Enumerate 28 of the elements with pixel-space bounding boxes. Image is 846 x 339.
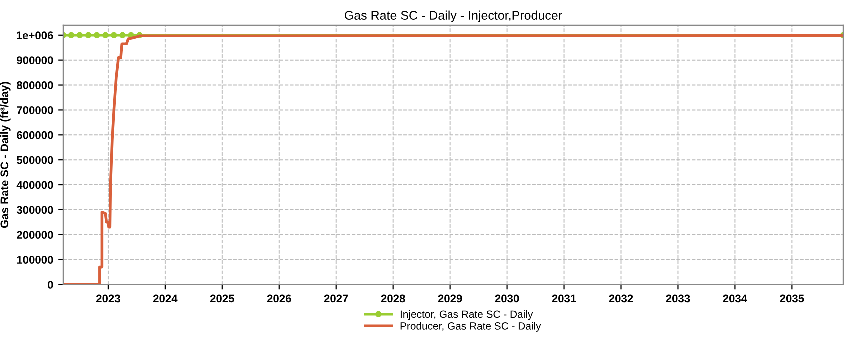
y-tick-label: 0 [48, 281, 54, 289]
y-tick-label: 400000 [16, 181, 54, 190]
y-axis-title: Gas Rate SC - Daily (ft³/day) [0, 82, 11, 228]
x-tick-label: 2032 [609, 294, 634, 303]
x-tick-label: 2035 [780, 294, 804, 303]
x-tick-label: 2031 [552, 294, 576, 303]
x-tick-label: 2026 [267, 294, 292, 303]
x-tick-label: 2029 [438, 294, 462, 303]
x-tick-label: 2024 [153, 294, 178, 303]
x-tick-label: 2028 [381, 294, 406, 303]
legend-label: Injector, Gas Rate SC - Daily [400, 310, 534, 320]
y-tick-label: 300000 [16, 206, 54, 214]
x-tick-label: 2023 [96, 294, 120, 303]
x-tick-label: 2025 [210, 294, 234, 303]
x-tick-label: 2034 [723, 294, 748, 303]
legend-label: Producer, Gas Rate SC - Daily [400, 322, 542, 332]
y-tick-label: 700000 [17, 106, 54, 114]
x-tick-label: 2030 [495, 294, 520, 303]
y-tick-label: 900000 [17, 56, 54, 64]
y-tick-label: 500000 [16, 156, 54, 164]
y-tick-label: 1e+006 [17, 32, 54, 40]
x-tick-label: 2033 [666, 294, 690, 303]
y-tick-label: 800000 [17, 82, 54, 90]
x-tick-label: 2027 [324, 294, 348, 303]
y-tick-label: 100000 [17, 256, 54, 264]
y-tick-label: 600000 [17, 131, 54, 140]
y-tick-label: 200000 [17, 231, 54, 240]
chart-title: Gas Rate SC - Daily - Injector,Producer [345, 10, 562, 22]
